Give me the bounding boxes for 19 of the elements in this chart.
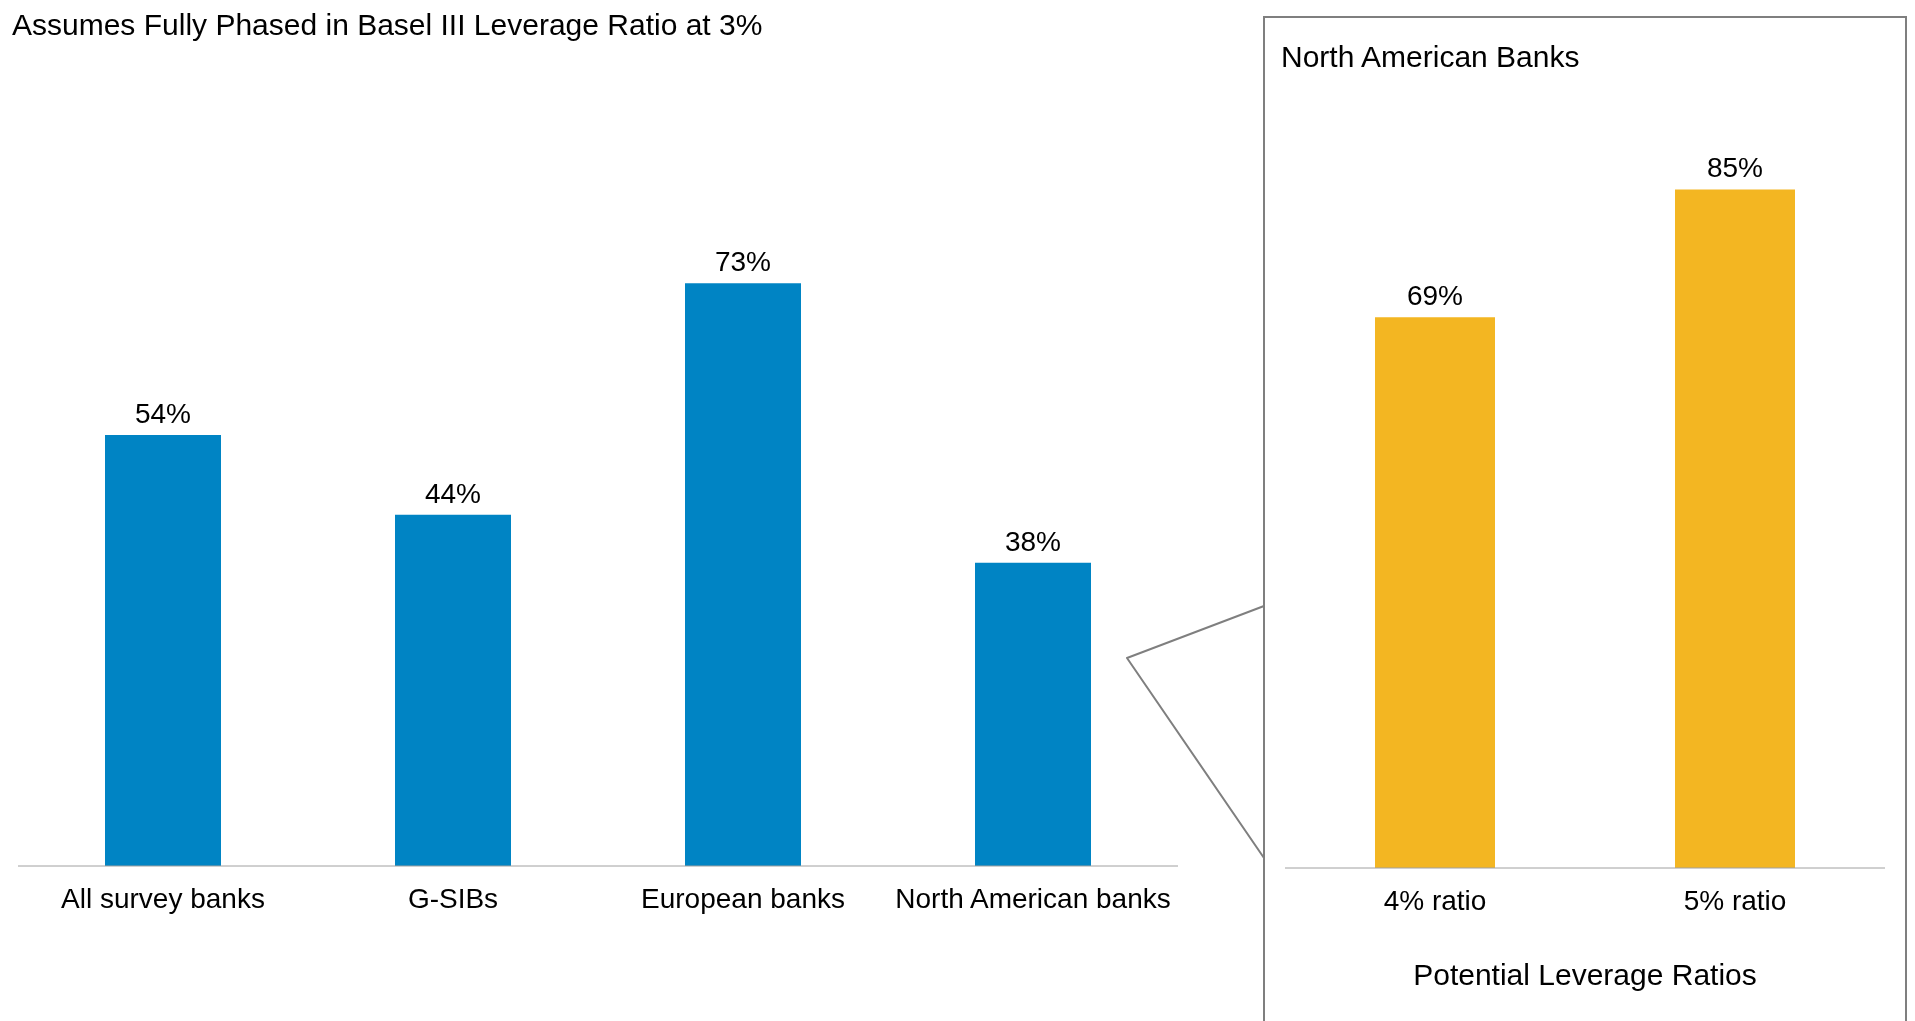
x-tick-label: European banks <box>641 882 845 914</box>
x-tick-label: 4% ratio <box>1383 884 1487 916</box>
data-label: 73% <box>714 246 772 278</box>
data-label: 38% <box>1004 525 1062 557</box>
data-label: 85% <box>1706 152 1764 184</box>
bar <box>685 283 801 866</box>
x-tick-label: 5% ratio <box>1683 884 1787 916</box>
bar <box>105 434 221 866</box>
bar <box>395 514 511 866</box>
x-axis-title: Potential Leverage Ratios <box>1412 958 1758 992</box>
x-tick-label: G-SIBs <box>407 882 499 914</box>
chart-title: Assumes Fully Phased in Basel III Leverage Ratio at 3% <box>12 8 763 42</box>
chart-title: North American Banks <box>1281 40 1580 74</box>
data-label: 69% <box>1406 280 1464 312</box>
x-tick-label: All survey banks <box>61 882 265 914</box>
x-tick-label: North American banks <box>895 882 1171 914</box>
bar <box>975 562 1091 866</box>
data-label: 44% <box>424 477 482 509</box>
data-label: 54% <box>134 397 192 429</box>
